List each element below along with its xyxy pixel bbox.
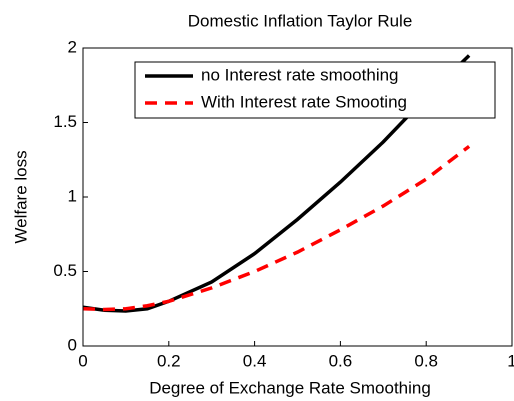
y-tick-label: 1 xyxy=(68,186,77,205)
y-tick-label: 2 xyxy=(68,37,77,56)
x-tick-label: 0.6 xyxy=(329,351,353,370)
plot-lines xyxy=(83,54,471,313)
chart-title: Domestic Inflation Taylor Rule xyxy=(188,11,413,30)
legend: no Interest rate smoothing With Interest … xyxy=(134,61,496,119)
y-tick-label: 0.5 xyxy=(53,261,77,280)
y-tick-label: 1.5 xyxy=(53,112,77,131)
x-tick-label: 0 xyxy=(78,351,87,370)
x-axis-label: Degree of Exchange Rate Smoothing xyxy=(149,378,431,397)
x-tick-label: 1 xyxy=(507,351,514,370)
legend-label: With Interest rate Smooting xyxy=(201,92,407,111)
x-tick-label: 0.2 xyxy=(157,351,181,370)
x-tick-label: 0.4 xyxy=(243,351,267,370)
x-tick-label: 0.8 xyxy=(414,351,438,370)
series-line xyxy=(83,54,471,313)
series-line xyxy=(83,144,471,312)
legend-label: no Interest rate smoothing xyxy=(201,65,399,84)
axes-box xyxy=(82,47,513,347)
y-tick-label: 0 xyxy=(68,335,77,354)
y-axis-label: Welfare loss xyxy=(11,150,30,243)
legend-box xyxy=(134,61,496,119)
